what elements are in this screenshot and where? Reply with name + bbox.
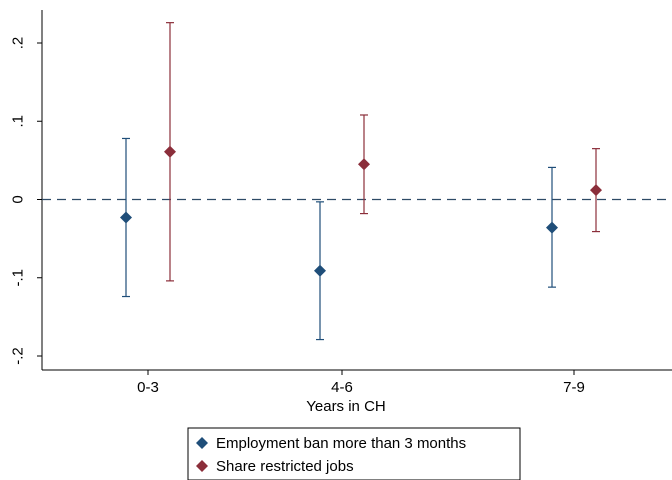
axes: -.2 -.1 0 .1 .2 0-3 4-6 7-9 — [10, 10, 672, 396]
legend: Employment ban more than 3 months Share r… — [187, 427, 521, 480]
point-estimate-diamond — [590, 184, 602, 197]
legend-marker — [196, 437, 208, 449]
legend-marker — [196, 460, 208, 472]
y-tick-label: 0 — [10, 195, 27, 203]
chart-marks — [120, 22, 602, 341]
legend-box — [187, 427, 521, 480]
y-tick-label: -.2 — [10, 347, 27, 365]
x-tick-label: 0-3 — [137, 379, 159, 396]
point-estimate-diamond — [120, 211, 132, 224]
legend-label: Employment ban more than 3 months — [216, 435, 466, 452]
point-estimate-diamond — [314, 264, 326, 277]
y-tick-label: .1 — [10, 115, 27, 128]
y-tick-label: -.1 — [10, 269, 27, 287]
point-estimate-diamond — [358, 158, 370, 171]
x-axis-title: Years in CH — [306, 398, 385, 415]
point-estimate-diamond — [164, 145, 176, 158]
point-estimate-diamond — [546, 221, 558, 234]
x-tick-label: 4-6 — [331, 379, 353, 396]
x-tick-label: 7-9 — [563, 379, 585, 396]
y-tick-label: .2 — [10, 37, 27, 50]
legend-label: Share restricted jobs — [216, 458, 354, 475]
